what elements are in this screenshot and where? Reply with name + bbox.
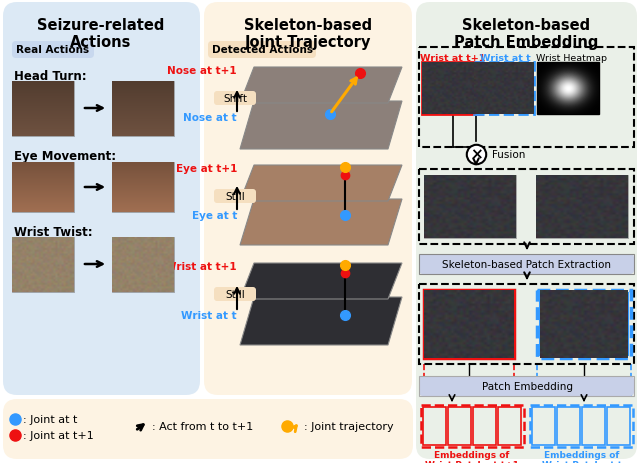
Text: Wrist at t: Wrist at t [181,310,237,320]
Bar [582,407,605,445]
Bar [419,284,634,364]
Text: Wrist at t+1: Wrist at t+1 [420,54,486,63]
Bar [557,407,580,445]
Text: Seizure-related
Actions: Seizure-related Actions [37,18,164,50]
Text: Shift: Shift [223,94,247,104]
Text: : Joint at t+1: : Joint at t+1 [23,430,93,440]
Text: ×: × [470,147,483,162]
FancyBboxPatch shape [204,3,412,395]
Text: Real Actions: Real Actions [17,45,90,55]
Bar [422,63,482,115]
Bar [540,294,628,355]
Text: Wrist at t: Wrist at t [479,54,531,63]
Text: Embeddings of
Wrist Patch at t: Embeddings of Wrist Patch at t [542,450,622,463]
Text: Nose at t: Nose at t [184,113,237,123]
Bar [423,407,446,445]
Bar [424,290,514,358]
Polygon shape [240,102,402,150]
Bar [530,405,633,447]
Text: : Joint trajectory: : Joint trajectory [304,421,394,431]
FancyBboxPatch shape [12,42,94,59]
Bar [112,163,174,213]
Bar [421,405,524,447]
Polygon shape [240,68,402,104]
Text: Eye at t+1: Eye at t+1 [175,163,237,174]
Bar [448,407,471,445]
Bar [112,82,174,137]
Text: Eye at t: Eye at t [191,211,237,220]
Bar [12,238,74,292]
FancyBboxPatch shape [416,3,637,459]
Bar [607,407,630,445]
FancyBboxPatch shape [419,376,634,396]
Text: Skeleton-based
Joint Trajectory: Skeleton-based Joint Trajectory [244,18,372,50]
Text: Eye Movement:: Eye Movement: [14,150,116,163]
Bar [419,255,634,275]
Text: Embeddings of
Wrist Patch at t+1: Embeddings of Wrist Patch at t+1 [425,450,519,463]
Bar [12,82,74,137]
Bar [419,376,634,396]
Polygon shape [240,263,402,300]
Text: : Act from t to t+1: : Act from t to t+1 [152,421,253,431]
Text: Patch Embedding: Patch Embedding [481,381,573,391]
Text: Still: Still [225,289,245,300]
Bar [427,294,511,355]
Text: Wrist at t+1: Wrist at t+1 [165,262,237,271]
Text: Nose at t+1: Nose at t+1 [168,66,237,76]
Bar [474,63,534,115]
Text: : Joint at t: : Joint at t [23,414,77,424]
Text: Wrist Heatmap: Wrist Heatmap [536,54,607,63]
Text: Detected Actions: Detected Actions [211,45,312,55]
Bar [419,48,634,148]
Bar [532,407,555,445]
Polygon shape [240,166,402,201]
FancyBboxPatch shape [3,399,413,459]
Bar [536,175,628,238]
FancyBboxPatch shape [3,3,200,395]
FancyBboxPatch shape [214,92,256,106]
Bar [12,163,74,213]
Text: Fusion: Fusion [492,150,525,160]
FancyBboxPatch shape [419,255,634,275]
Text: Skeleton-based Patch Extraction: Skeleton-based Patch Extraction [442,259,611,269]
FancyBboxPatch shape [214,288,256,301]
Bar [419,169,634,244]
Text: Wrist Twist:: Wrist Twist: [14,225,93,238]
Bar [537,290,631,358]
FancyBboxPatch shape [208,42,316,59]
Polygon shape [240,200,402,245]
Bar [424,175,516,238]
Bar [112,238,174,292]
Polygon shape [240,297,402,345]
Bar [498,407,521,445]
Text: Skeleton-based
Patch Embedding: Skeleton-based Patch Embedding [454,18,598,50]
FancyBboxPatch shape [214,189,256,204]
Bar [473,407,496,445]
Bar [537,63,599,115]
Text: Still: Still [225,192,245,201]
Text: Head Turn:: Head Turn: [14,70,86,83]
